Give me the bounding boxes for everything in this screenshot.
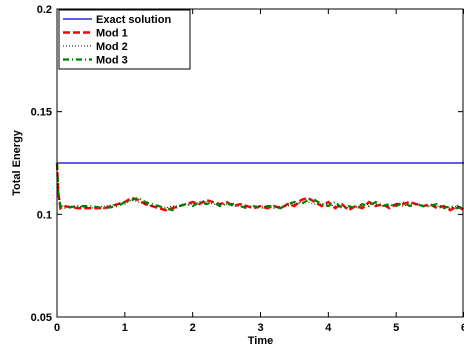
legend-label-3: Mod 2 [96,41,128,53]
y-axis-label: Total Energy [11,129,23,196]
legend-label-2: Mod 1 [96,28,128,40]
x-tick-label: 5 [393,322,399,334]
y-tick-label: 0.15 [31,107,52,119]
y-tick-label: 0.1 [37,209,52,221]
x-tick-label: 1 [122,322,128,334]
x-tick-label: 0 [54,322,60,334]
x-tick-label: 3 [257,322,263,334]
series-line-4 [55,162,464,212]
series-line-3 [56,162,464,209]
series-layer [55,162,464,212]
x-axis-label: Time [248,335,273,347]
x-tick-label: 4 [325,322,332,334]
x-tick-label: 6 [461,322,464,334]
legend-label-4: Mod 3 [96,55,128,67]
y-tick-label: 0.2 [37,4,52,16]
x-tick-label: 2 [190,322,196,334]
legend-label-1: Exact solution [96,14,171,26]
ticks-layer: 0 1 2 3 4 5 6 0.05 0.1 0.15 0.2 [31,4,464,334]
y-tick-label: 0.05 [31,312,52,324]
